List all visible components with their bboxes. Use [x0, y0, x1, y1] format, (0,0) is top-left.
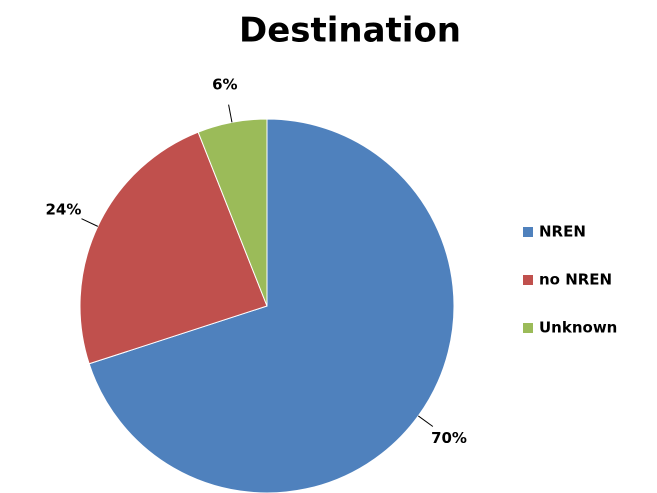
- data-label: 6%: [212, 75, 237, 93]
- leader-line: [417, 415, 434, 427]
- legend-label: no NREN: [539, 271, 612, 289]
- leader-line: [81, 218, 99, 227]
- pie-slice: [79, 131, 268, 365]
- data-label: 24%: [45, 201, 81, 219]
- chart-title: Destination: [239, 11, 461, 51]
- legend-label: NREN: [539, 223, 586, 241]
- legend-swatch: [523, 275, 533, 285]
- legend-swatch: [523, 227, 533, 237]
- legend-label: Unknown: [539, 319, 617, 337]
- legend-swatch: [523, 323, 533, 333]
- leader-line: [228, 104, 233, 123]
- pie-slice: [197, 118, 268, 307]
- pie-slice: [88, 118, 455, 493]
- data-label: 70%: [431, 429, 467, 447]
